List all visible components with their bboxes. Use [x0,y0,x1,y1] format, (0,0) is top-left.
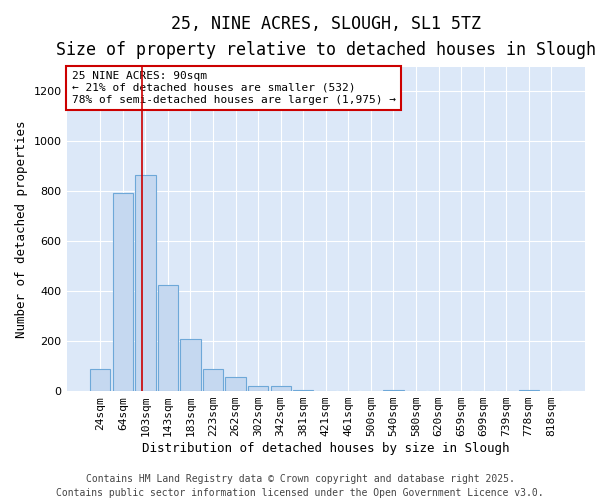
Bar [518,390,539,391]
Text: Contains HM Land Registry data © Crown copyright and database right 2025.
Contai: Contains HM Land Registry data © Crown c… [56,474,544,498]
Bar [135,175,155,391]
Bar [203,368,223,391]
Bar [113,192,133,391]
Bar [383,390,404,391]
Bar [248,386,268,391]
Y-axis label: Number of detached properties: Number of detached properties [15,120,28,338]
Bar [158,285,178,391]
Bar [90,368,110,391]
X-axis label: Distribution of detached houses by size in Slough: Distribution of detached houses by size … [142,442,509,455]
Bar [271,386,291,391]
Bar [181,338,200,391]
Text: 25 NINE ACRES: 90sqm
← 21% of detached houses are smaller (532)
78% of semi-deta: 25 NINE ACRES: 90sqm ← 21% of detached h… [72,72,396,104]
Bar [226,378,246,391]
Bar [293,390,313,391]
Title: 25, NINE ACRES, SLOUGH, SL1 5TZ
Size of property relative to detached houses in : 25, NINE ACRES, SLOUGH, SL1 5TZ Size of … [56,15,596,60]
